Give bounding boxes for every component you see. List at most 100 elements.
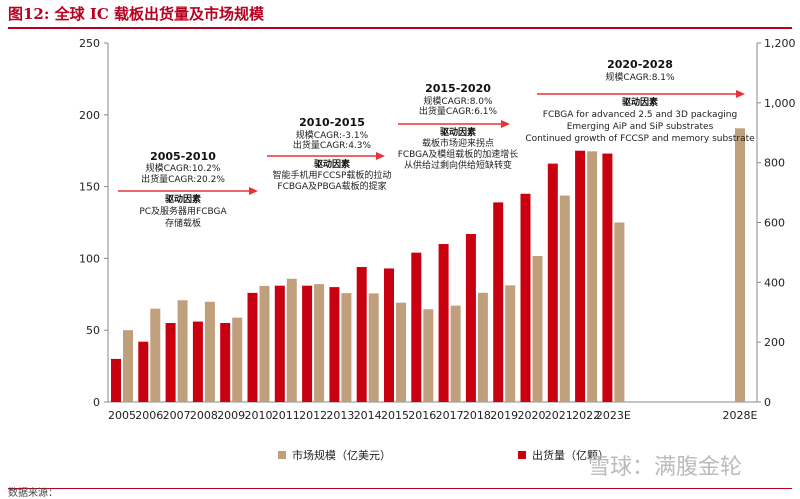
shipment-bar <box>356 267 367 402</box>
x-tick-label: 2005 <box>108 409 136 422</box>
driver-title: 驱动因素 <box>165 193 201 205</box>
driver-text: Continued growth of FCCSP and memory sub… <box>525 134 755 144</box>
right-tick-label: 1,200 <box>764 37 796 50</box>
x-tick-label: 2022 <box>572 409 600 422</box>
shipment-bar <box>111 358 121 402</box>
right-tick-label: 0 <box>764 396 771 409</box>
legend-swatch <box>278 451 286 459</box>
left-tick-label: 100 <box>79 252 100 265</box>
title-divider <box>8 27 792 29</box>
market-size-bar <box>505 285 516 402</box>
cagr-text: 规模CAGR:8.0% <box>423 96 493 107</box>
driver-text: PC及服务器用FCBGA <box>139 205 227 217</box>
market-size-bar <box>314 284 325 402</box>
legend-label: 出货量（亿颗） <box>532 448 609 462</box>
right-tick-label: 800 <box>764 157 785 170</box>
shipment-bar <box>493 202 504 402</box>
shipment-bar <box>438 244 449 402</box>
x-tick-label: 2020 <box>518 409 546 422</box>
market-size-bar <box>423 309 434 402</box>
period-arrow-head <box>736 90 745 98</box>
period-arrow-head <box>376 152 385 160</box>
x-tick-label: 2019 <box>490 409 518 422</box>
driver-text: FCBGA for advanced 2.5 and 3D packaging <box>543 110 737 120</box>
market-size-bar <box>450 305 461 402</box>
right-tick-label: 400 <box>764 276 785 289</box>
x-tick-label: 2007 <box>163 409 191 422</box>
period-label: 2015-2020 <box>425 82 491 95</box>
market-size-bar <box>232 317 243 402</box>
shipment-bar <box>302 285 313 402</box>
ic-substrate-chart: 0 50 100 150 200 250 0 200 400 600 800 1,000 1,200 20… <box>79 37 796 480</box>
market-size-bar <box>532 256 543 402</box>
period-arrow-head <box>501 120 510 128</box>
driver-title: 驱动因素 <box>314 158 350 170</box>
market-size-bar <box>177 300 188 402</box>
period-label: 2020-2028 <box>607 58 673 71</box>
driver-text: 智能手机用FCCSP载板的拉动 <box>273 169 392 181</box>
shipment-bar <box>411 252 422 402</box>
driver-title: 驱动因素 <box>622 96 658 108</box>
x-tick-label: 2008 <box>190 409 218 422</box>
right-tick-label: 1,000 <box>764 97 796 110</box>
legend-label: 市场规模（亿美元） <box>292 448 391 462</box>
shipment-bar <box>465 233 476 402</box>
left-tick-label: 0 <box>93 396 100 409</box>
x-tick-label: 2016 <box>408 409 436 422</box>
market-size-bar <box>587 151 598 402</box>
market-size-bar <box>368 293 379 402</box>
driver-text: 载板市场迎来拐点 <box>422 137 494 149</box>
market-size-bar <box>477 292 488 402</box>
footer-divider <box>8 488 792 489</box>
cagr-text: 规模CAGR:8.1% <box>605 72 675 83</box>
right-tick-label: 200 <box>764 336 785 349</box>
x-tick-label: 2028E <box>723 409 758 422</box>
legend-swatch <box>518 451 526 459</box>
period-label: 2010-2015 <box>299 116 365 129</box>
watermark-text: 雪球：满腹金轮 <box>588 455 742 480</box>
shipment-bar <box>274 285 285 402</box>
shipment-bar <box>384 268 394 402</box>
market-size-bar <box>150 308 161 402</box>
x-tick-label: 2017 <box>436 409 464 422</box>
x-tick-label: 2013 <box>326 409 354 422</box>
market-size-bar <box>735 128 745 402</box>
shipment-bar <box>138 341 149 402</box>
x-tick-label: 2006 <box>135 409 163 422</box>
cagr-text: 规模CAGR:10.2% <box>146 163 221 174</box>
cagr-text: 规模CAGR:-3.1% <box>296 130 369 141</box>
driver-text: 存储载板 <box>165 217 201 229</box>
x-tick-label: 2021 <box>545 409 573 422</box>
driver-text: FCBGA及PBGA载板的提家 <box>277 180 386 192</box>
market-size-bar <box>123 330 133 402</box>
shipment-bar <box>602 153 613 402</box>
shipment-bar <box>220 323 231 402</box>
right-tick-label: 600 <box>764 217 785 230</box>
left-tick-label: 50 <box>86 324 100 337</box>
shipment-bar <box>547 163 558 402</box>
shipment-bar <box>520 193 531 402</box>
market-size-bar <box>559 195 570 402</box>
x-tick-label: 2010 <box>245 409 273 422</box>
shipment-bar <box>165 323 176 402</box>
source-note: 数据来源： <box>8 488 58 499</box>
shipment-bar <box>192 321 203 402</box>
x-tick-label: 2023E <box>596 409 631 422</box>
cagr-text: 出货量CAGR:6.1% <box>419 105 498 117</box>
shipment-bar <box>575 150 586 402</box>
market-size-bar <box>341 293 352 402</box>
figure-title: 图12: 全球 IC 载板出货量及市场规模 <box>8 5 265 23</box>
cagr-text: 出货量CAGR:4.3% <box>293 139 372 151</box>
left-tick-label: 200 <box>79 109 100 122</box>
period-arrow-head <box>249 187 258 195</box>
market-size-bar <box>614 222 625 402</box>
market-size-bar <box>286 278 297 402</box>
x-tick-label: 2015 <box>381 409 409 422</box>
market-size-bar <box>259 285 270 402</box>
left-tick-label: 250 <box>79 37 100 50</box>
shipment-bar <box>247 292 258 402</box>
driver-text: Emerging AiP and SiP substrates <box>567 122 714 132</box>
market-size-bar <box>204 301 215 402</box>
market-size-bar <box>396 302 406 402</box>
x-tick-label: 2009 <box>217 409 245 422</box>
